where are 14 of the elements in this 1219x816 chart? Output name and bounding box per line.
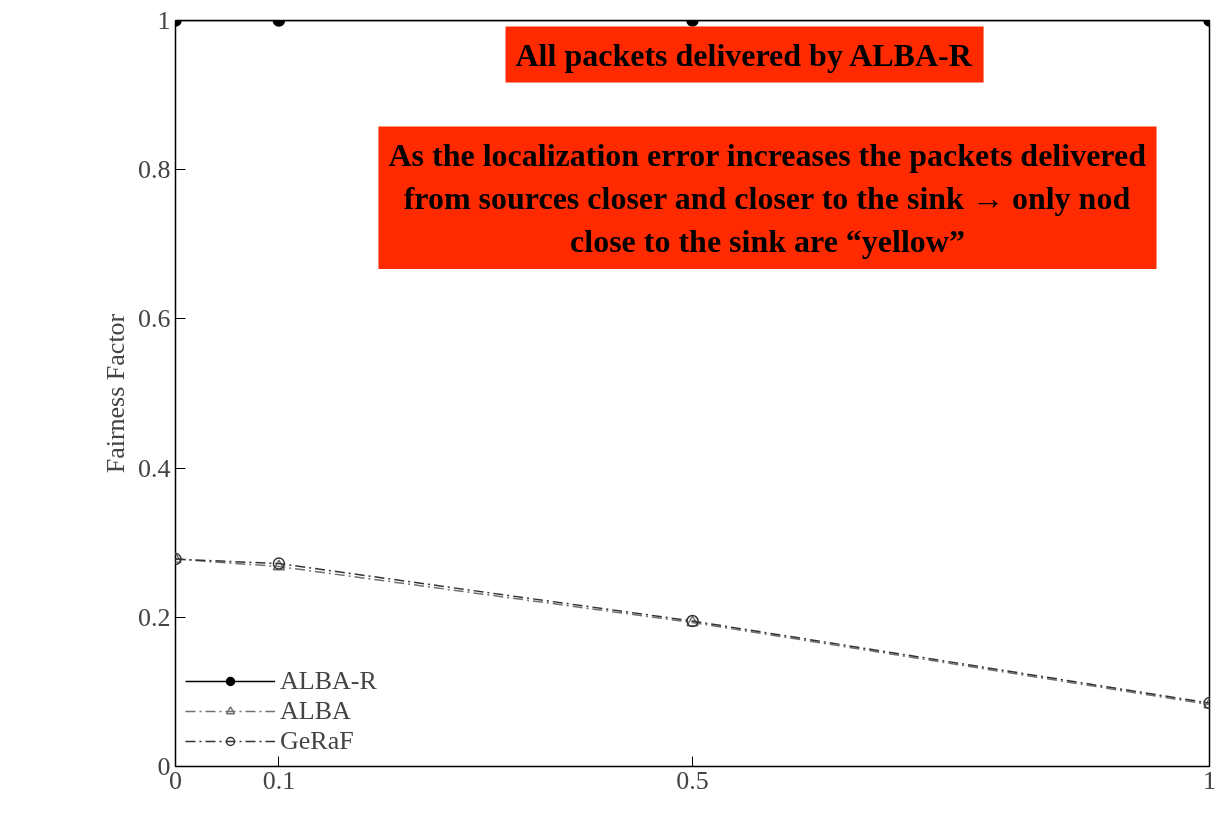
annotation: All packets delivered by ALBA-R — [515, 36, 973, 73]
x-tick-label: 0.1 — [262, 765, 296, 795]
legend-label: ALBA-R — [280, 666, 377, 696]
y-tick-label: 0.8 — [138, 155, 171, 185]
y-tick-label: 0.6 — [138, 304, 171, 334]
y-tick-label: 1 — [157, 6, 171, 35]
legend-label: GeRaF — [280, 726, 354, 756]
annotation: As the localization error increases the packets delivered from sources closer and closer to the sink → only nod close to the sink are “yellow” — [388, 136, 1147, 259]
x-tick-label: 0.5 — [676, 765, 709, 795]
y-tick-label: 0.4 — [138, 453, 171, 483]
y-axis-title: Fairness Factor — [101, 313, 130, 474]
y-tick-label: 0.2 — [138, 602, 171, 632]
x-tick-label: 1 — [1203, 765, 1216, 795]
legend-label: ALBA — [280, 696, 351, 726]
